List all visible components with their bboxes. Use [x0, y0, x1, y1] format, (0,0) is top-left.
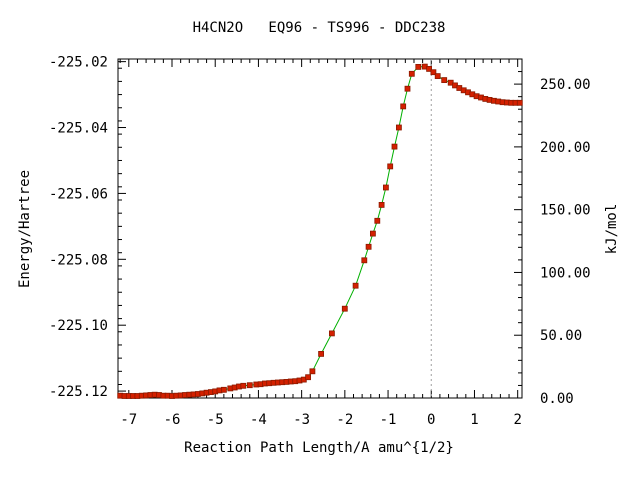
y2-tick-label: 150.00 [540, 203, 591, 219]
x-tick-label: 1 [470, 412, 478, 428]
data-point [365, 243, 372, 250]
y2-axis-label: kJ/mol [604, 204, 620, 255]
data-point [246, 382, 253, 389]
y2-tick-label: 50.00 [540, 328, 582, 344]
data-point [408, 70, 415, 77]
data-point [434, 73, 441, 79]
data-point [395, 124, 402, 131]
data-point [382, 184, 389, 191]
axis-ticks [118, 58, 522, 399]
axis-tick-labels: -7 -6 -5 -4 -3 -2 -1 0 1 2 -225.02 -225.04 -225.06 -2… [49, 55, 591, 428]
data-point [369, 230, 376, 237]
data-point [328, 330, 335, 337]
data-point [400, 103, 407, 110]
y-tick-label: -225.08 [49, 252, 108, 268]
data-point [516, 99, 523, 106]
y-tick-label: -225.12 [49, 384, 108, 400]
y-axis-label: Energy/Hartree [17, 170, 33, 288]
x-axis-label: Reaction Path Length/A amu^{1/2} [184, 440, 454, 456]
y2-tick-label: 100.00 [540, 265, 591, 281]
x-tick-label: -4 [250, 412, 267, 428]
x-tick-label: -1 [380, 412, 397, 428]
data-point [387, 163, 394, 170]
energy-curve [120, 66, 520, 397]
data-point [441, 77, 448, 83]
data-point [391, 143, 398, 150]
data-point [426, 66, 433, 72]
data-point [430, 69, 437, 76]
data-point [305, 374, 312, 381]
energy-markers [117, 63, 523, 399]
data-point [240, 382, 247, 389]
y-tick-label: -225.10 [49, 318, 108, 334]
y-tick-label: -225.06 [49, 186, 108, 202]
x-tick-label: -7 [120, 412, 137, 428]
data-point [318, 350, 325, 357]
x-tick-label: -2 [336, 412, 353, 428]
data-point [361, 257, 368, 264]
data-point [309, 368, 316, 375]
y2-tick-label: 250.00 [540, 77, 591, 93]
x-tick-label: -5 [207, 412, 224, 428]
data-point [220, 386, 227, 393]
plot-frame [117, 58, 523, 399]
y-tick-label: -225.02 [49, 55, 108, 71]
x-tick-label: -6 [164, 412, 181, 428]
x-tick-label: -3 [293, 412, 310, 428]
data-point [415, 64, 422, 70]
y2-tick-label: 200.00 [540, 140, 591, 156]
y2-tick-label: 0.00 [540, 391, 574, 407]
y-tick-label: -225.04 [49, 121, 108, 137]
data-point [352, 282, 359, 289]
x-tick-label: 0 [427, 412, 435, 428]
data-point [374, 217, 381, 224]
data-point [404, 85, 411, 92]
chart-title: H4CN2O EQ96 - TS996 - DDC238 [193, 20, 446, 36]
data-point [341, 305, 348, 312]
x-tick-label: 2 [513, 412, 521, 428]
data-point [378, 201, 385, 208]
